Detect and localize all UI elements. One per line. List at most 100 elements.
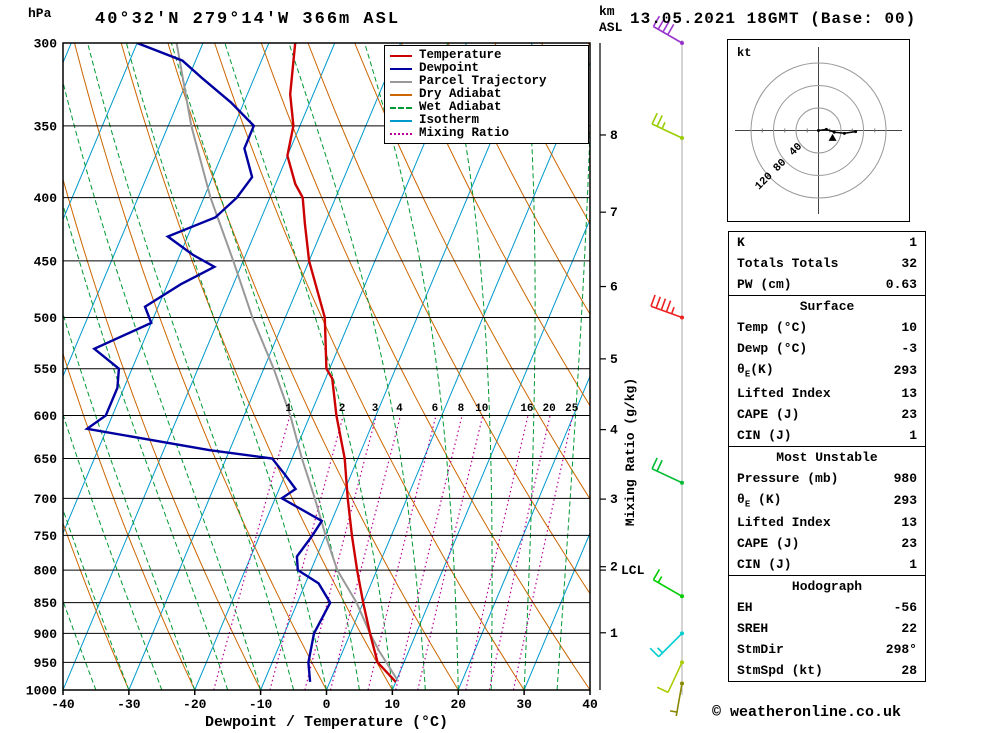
svg-text:300: 300 [34, 37, 58, 52]
wind-barb [651, 457, 684, 485]
table-row: CAPE (J) 23 [729, 533, 926, 554]
legend-item: Temperature [390, 49, 583, 62]
temperature-curve [286, 43, 397, 683]
table-row: Temp (°C) 10 [729, 317, 926, 338]
svg-text:Dewpoint / Temperature (°C): Dewpoint / Temperature (°C) [205, 714, 448, 731]
stat-value: 28 [901, 663, 917, 679]
sounding-curves [84, 43, 398, 683]
svg-text:950: 950 [34, 656, 58, 671]
svg-text:40: 40 [582, 697, 598, 712]
pressure-axis-labels: 300 350 400 450 500 550 600 650 700 750 800 850 900 9… [26, 37, 57, 699]
chart-legend: Temperature Dewpoint Parcel Trajectory Dry … [384, 45, 589, 144]
svg-text:20: 20 [543, 403, 556, 415]
svg-text:8: 8 [458, 403, 465, 415]
stat-label: Lifted Index [737, 515, 831, 531]
dewpoint-curve [84, 43, 332, 683]
svg-text:700: 700 [34, 492, 58, 507]
table-row: CIN (J) 1 [729, 554, 926, 576]
svg-text:1: 1 [285, 403, 292, 415]
svg-text:10: 10 [385, 697, 401, 712]
table-header-row: Surface [729, 296, 926, 318]
svg-text:0: 0 [323, 697, 331, 712]
legend-label: Wet Adiabat [419, 100, 502, 114]
table-row: StmDir 298° [729, 639, 926, 660]
altitude-unit-asl: ASL [599, 20, 623, 35]
legend-label: Temperature [419, 48, 502, 62]
svg-text:1000: 1000 [26, 684, 57, 699]
stat-label: θE(K) [737, 362, 774, 380]
svg-text:16: 16 [520, 403, 533, 415]
stat-value: 13 [901, 385, 917, 401]
section-title: Surface [799, 299, 855, 314]
stat-value: 23 [901, 536, 917, 552]
wind-barb [649, 631, 684, 658]
svg-text:5: 5 [610, 352, 618, 367]
hodograph-ring [773, 85, 864, 176]
svg-text:7: 7 [610, 205, 618, 220]
svg-text:30: 30 [516, 697, 532, 712]
table-row: PW (cm) 0.63 [729, 274, 926, 296]
stat-label: θE (K) [737, 491, 782, 510]
table-row: CAPE (J) 23 [729, 404, 926, 425]
stat-value: 22 [901, 621, 917, 637]
run-datetime: 13.05.2021 18GMT (Base: 00) [630, 10, 917, 28]
table-row: K 1 [729, 232, 926, 254]
wind-barb-column [649, 15, 684, 717]
x-axis-title: Dewpoint / Temperature (°C) [205, 714, 448, 731]
hodograph-ring [750, 62, 887, 199]
svg-text:-10: -10 [249, 697, 273, 712]
svg-text:800: 800 [34, 564, 58, 579]
temperature-axis-labels: -40 -30 -20 -10 0 10 20 30 40 [51, 690, 598, 712]
copyright: © weatheronline.co.uk [712, 704, 902, 721]
wind-barb [652, 569, 684, 599]
legend-line-sample [390, 132, 412, 135]
stat-label: StmSpd (kt) [737, 663, 823, 679]
legend-line-sample [390, 54, 412, 57]
legend-line-sample [390, 67, 412, 70]
legend-label: Isotherm [419, 113, 480, 127]
stat-value: 23 [901, 406, 917, 422]
svg-text:3: 3 [372, 403, 379, 415]
hodograph-trace-point [854, 130, 858, 134]
stat-label: SREH [737, 621, 769, 637]
stat-value: 13 [901, 515, 917, 531]
svg-text:850: 850 [34, 596, 58, 611]
indices-table: K 1 Totals Totals 32 PW (cm) 0.63 [728, 231, 926, 296]
stat-label: Lifted Index [737, 385, 831, 401]
svg-text:750: 750 [34, 529, 58, 544]
hodograph-trace-point [824, 127, 828, 131]
table-row: StmSpd (kt) 28 [729, 660, 926, 682]
svg-text:450: 450 [34, 254, 58, 269]
hodograph-trace-point [842, 131, 846, 135]
parcel-trajectory-curve [175, 43, 398, 680]
svg-text:-30: -30 [117, 697, 141, 712]
stat-value: 298° [885, 642, 917, 658]
legend-item: Dry Adiabat [390, 88, 583, 101]
svg-text:500: 500 [34, 311, 58, 326]
stat-value: 293 [893, 363, 917, 379]
table-row: Totals Totals 32 [729, 253, 926, 274]
legend-item: Parcel Trajectory [390, 75, 583, 88]
svg-text:20: 20 [450, 697, 466, 712]
station-title: 40°32'N 279°14'W 366m ASL [95, 10, 401, 29]
stat-label: CAPE (J) [737, 406, 800, 422]
table-row: Lifted Index 13 [729, 512, 926, 533]
altitude-axis: 1 2 3 4 5 6 7 8 LCL [599, 43, 645, 690]
stat-value: 1 [909, 427, 917, 443]
table-header-row: Most Unstable [729, 446, 926, 468]
storm-motion-marker [828, 133, 837, 141]
legend-item: Dewpoint [390, 62, 583, 75]
table-row: θE (K) 293 [729, 489, 926, 513]
legend-line-sample [390, 93, 412, 96]
table-row: CIN (J) 1 [729, 425, 926, 447]
stat-label: StmDir [737, 642, 784, 658]
wind-barb [652, 15, 684, 45]
legend-line-sample [390, 80, 412, 83]
svg-text:1: 1 [610, 626, 618, 641]
legend-label: Mixing Ratio [419, 126, 510, 140]
svg-text:3: 3 [610, 492, 618, 507]
surface-table: Surface Temp (°C) 10 Dewp (°C) -3 θE(K) … [728, 295, 926, 447]
hodograph-unit-label: kt [737, 46, 751, 60]
svg-text:600: 600 [34, 409, 58, 424]
